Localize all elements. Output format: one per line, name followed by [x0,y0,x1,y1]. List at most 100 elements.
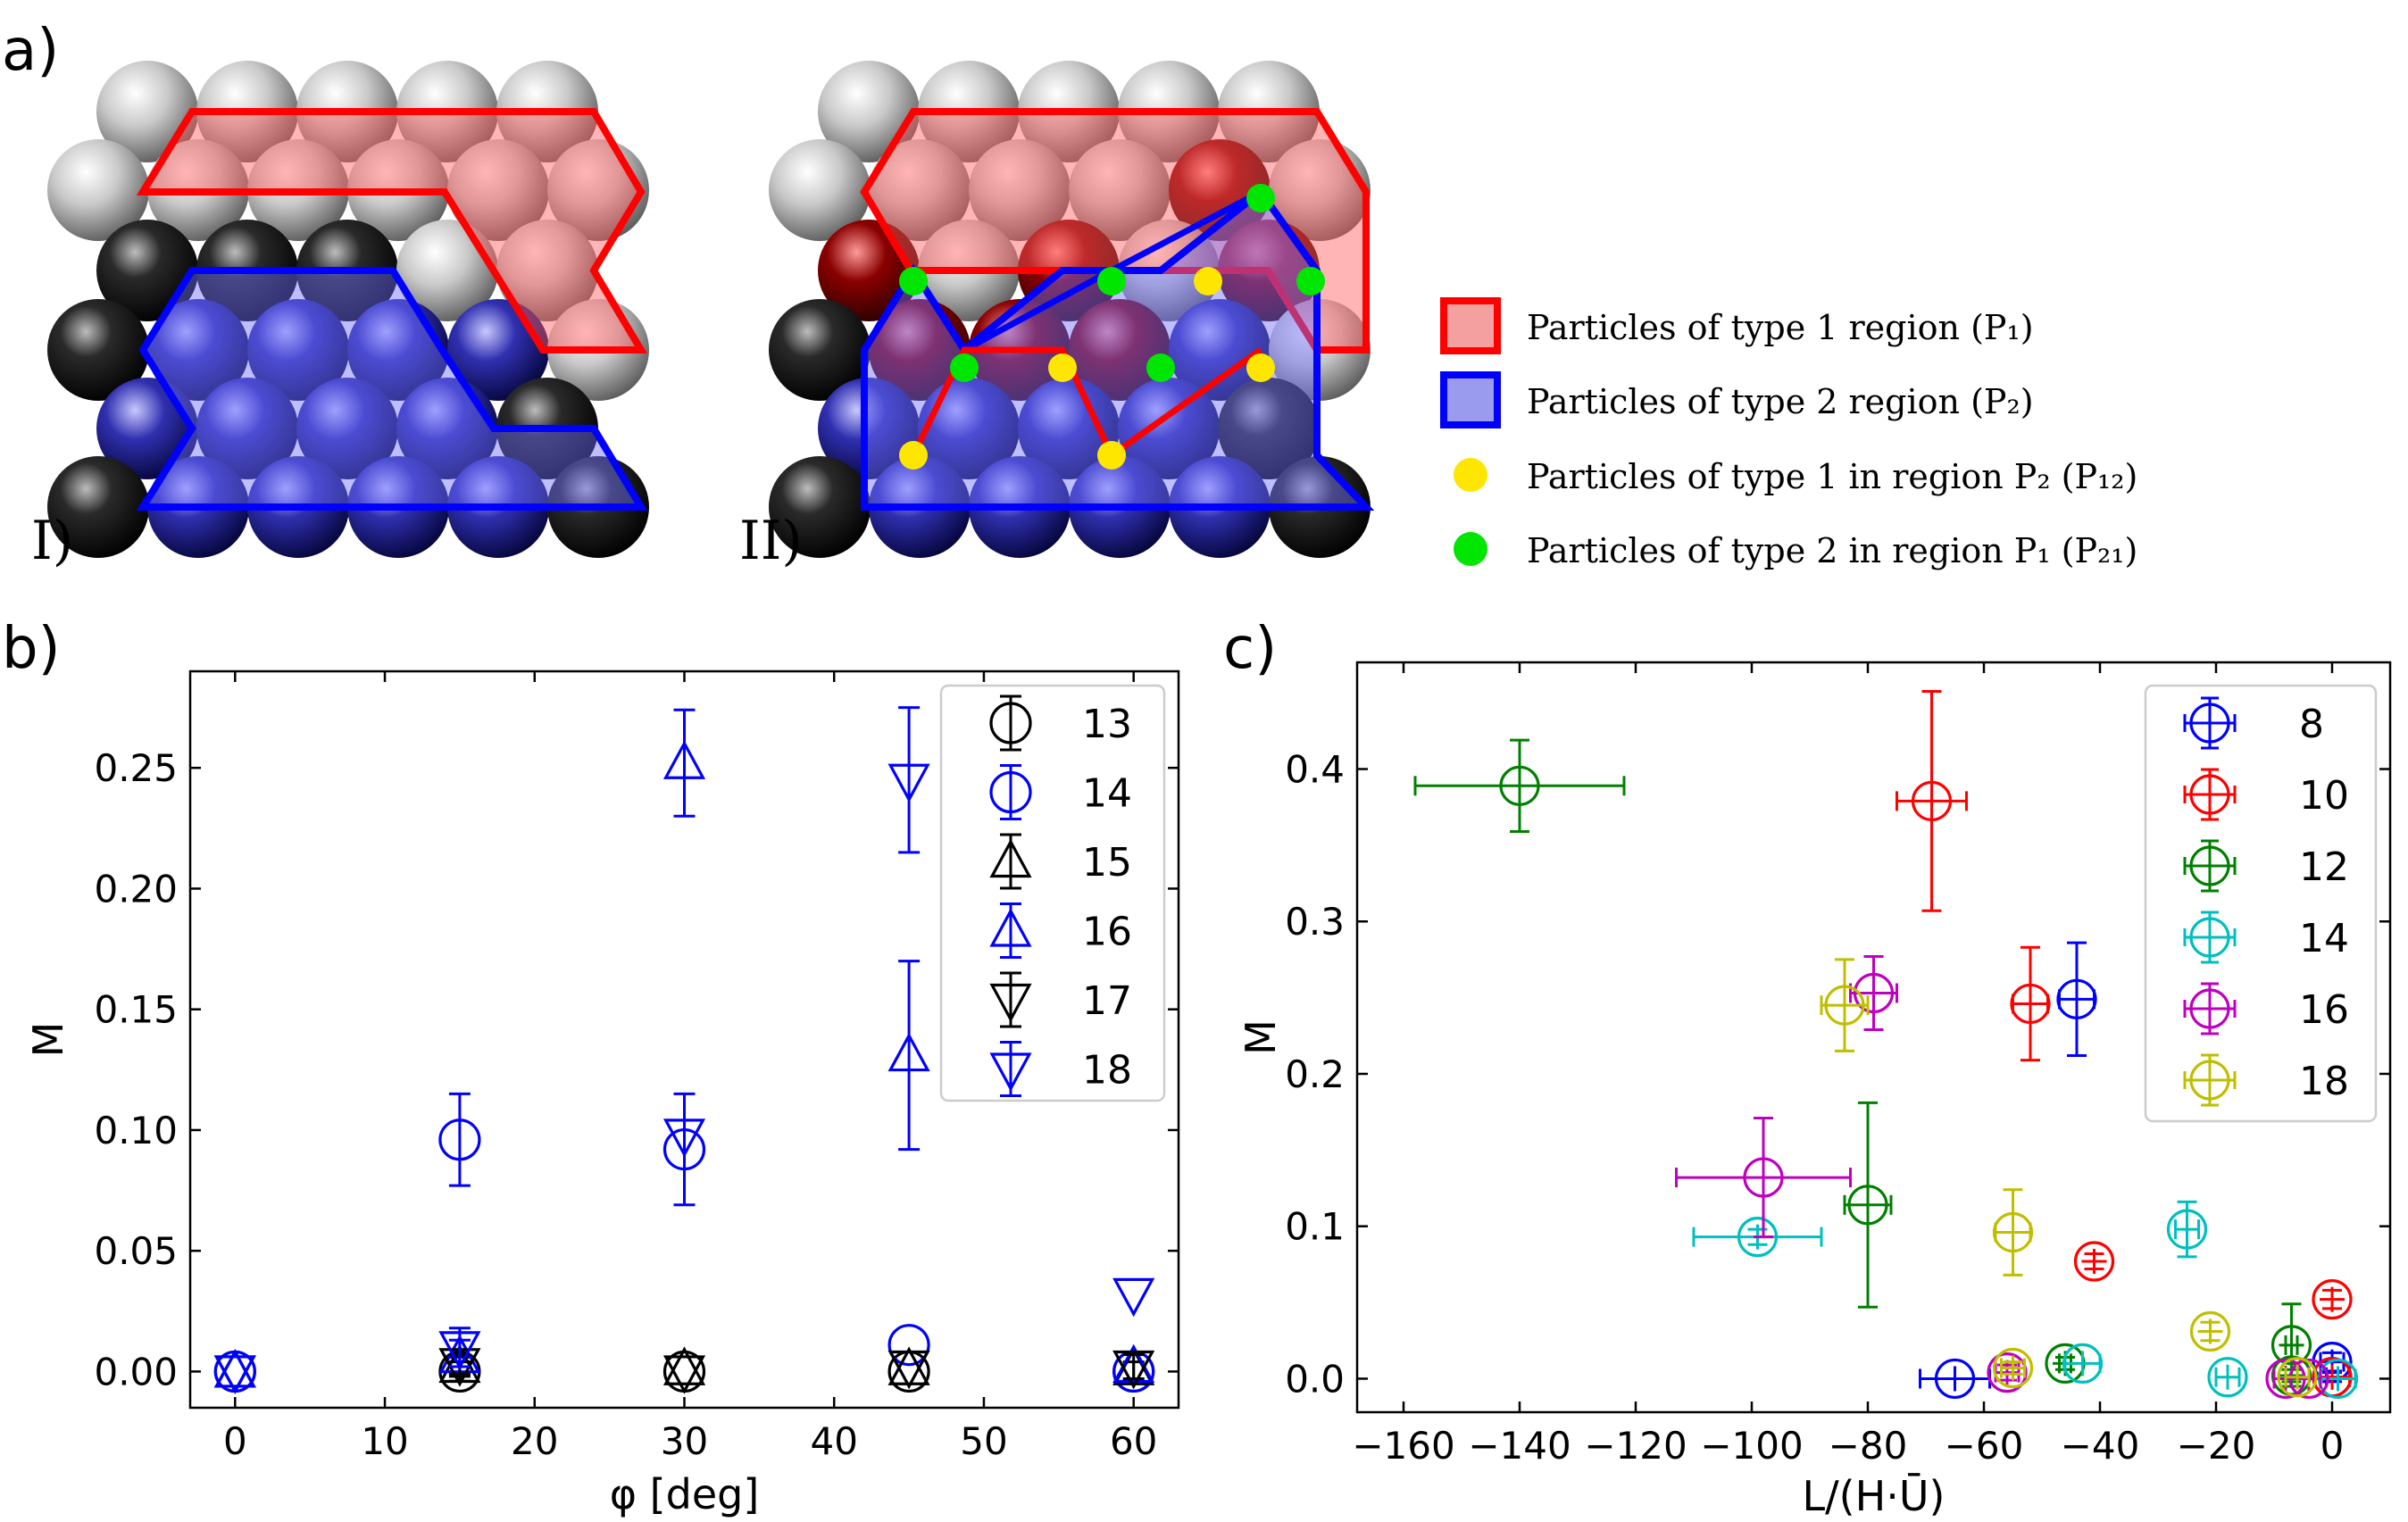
data-point-18 [662,1119,706,1158]
x-tick-label: −20 [2177,1424,2256,1468]
x-axis-label: φ [deg] [610,1470,760,1518]
y-tick-label: 0.20 [94,867,178,911]
y-tick-label: 0.05 [94,1229,178,1273]
y-tick-label: 0.25 [94,746,178,790]
x-tick-label: 20 [511,1419,558,1463]
particle-blue [147,299,249,401]
P21-dot [899,267,928,295]
particle-blue [818,378,920,479]
P21-dot [950,353,979,382]
region-P1-outline [136,108,648,353]
data-point-18 [2189,1310,2231,1352]
legend-b-marker [989,770,1032,814]
legend-b-label: 18 [1082,1048,1132,1094]
data-point-14 [2207,1357,2248,1398]
x-tick-label: 40 [811,1419,858,1463]
region-P2-outline [136,267,648,511]
data-point-14 [1737,1217,1779,1258]
P21-dot [1296,267,1325,295]
x-tick-label: −40 [2061,1424,2140,1468]
legend-b-marker [989,1052,1032,1092]
particle-silver [769,139,871,241]
region-P2-outline [861,187,1375,511]
particle-silver [969,139,1071,241]
data-point-14 [438,1119,481,1161]
y-tick-label: 0.0 [1285,1357,1345,1401]
data-point-12 [1499,765,1540,806]
particle-black [47,456,149,558]
particle-silver [1269,139,1371,241]
y-tick-label: 0.10 [94,1109,178,1152]
data-point-18 [887,763,930,803]
y-tick-label: 0.1 [1285,1205,1345,1249]
legend-c-frame [2144,684,2378,1123]
particle-black [1218,378,1320,479]
legend-c-marker [2189,845,2230,886]
legend-c-label: 18 [2299,1059,2349,1104]
data-point-16 [887,1032,930,1072]
legend-c-marker [2189,917,2230,958]
data-point-14 [887,1324,930,1367]
particle-blue [296,378,398,479]
y-tick-label: 0.00 [94,1350,178,1393]
x-axis-label: L/(H·Ū) [1803,1472,1946,1518]
data-point-16 [1112,1343,1155,1384]
y-tick-label: 0.4 [1285,748,1345,792]
y-tick-label: 0.3 [1285,900,1345,944]
data-point-8 [1934,1358,1976,1400]
particle-red [1069,299,1171,401]
data-point-10 [2312,1279,2353,1320]
data-point-18 [213,1355,256,1394]
data-point-14 [662,1127,706,1171]
x-tick-label: −160 [1352,1424,1454,1468]
data-point-18 [1992,1347,2034,1389]
x-tick-label: −140 [1468,1424,1571,1468]
legend-a-label: Particles of type 2 region (P₂) [1527,382,2034,421]
legend-c-label: 14 [2299,916,2349,961]
panel-c-letter: c) [1223,616,1277,682]
legend-c-marker [2189,774,2230,815]
legend-a-swatch [1440,297,1501,354]
data-point-16 [213,1349,256,1388]
illustration-II-label: II) [739,510,803,572]
legend-b-label: 15 [1082,840,1132,886]
data-point-16 [1853,972,1895,1014]
legend-b-label: 14 [1082,771,1132,817]
P12-dot [899,441,928,470]
legend-c-label: 12 [2299,844,2349,890]
legend-a-label: Particles of type 2 in region P₁ (P₂₁) [1527,531,2137,570]
data-point-10 [2073,1241,2115,1282]
data-point-17 [1112,1350,1155,1390]
legend-b-marker [989,838,1032,878]
chart-c: −160 −140 −120 −100 −80 −60 −40 −20 0 0.0 0.1 0.2 0.… [1237,661,2392,1520]
x-tick-label: 60 [1110,1419,1157,1463]
data-point-18 [2277,1357,2318,1398]
legend-c-label: 16 [2299,987,2349,1033]
particle-silver [496,220,598,321]
legend-b-label: 13 [1082,702,1132,747]
particle-red [1169,139,1271,241]
P12-dot [1194,267,1222,295]
y-tick-label: 0.15 [94,988,178,1032]
illustration-I-label: I) [31,510,73,572]
P12-dot [1048,353,1077,382]
legend-b-marker [989,702,1032,744]
x-tick-label: −80 [1829,1424,1908,1468]
data-point-14 [2166,1209,2208,1250]
plot-frame [1355,661,2392,1414]
y-axis-label: M [1237,1019,1285,1055]
legend-a-label: Particles of type 1 in region P₂ (P₁₂) [1527,457,2137,496]
data-point-15 [662,1346,706,1385]
P21-dot [1246,184,1275,212]
x-tick-label: 50 [960,1419,1007,1463]
x-tick-label: 0 [2321,1424,2345,1468]
chart-b: 0 10 20 30 40 50 60 0.00 0.05 0.10 0.15 0.20 0.25 φ [… [24,670,1180,1518]
panel-a-letter: a) [2,18,59,84]
P12-dot [1246,353,1275,382]
x-tick-label: 30 [661,1419,708,1463]
x-tick-label: −100 [1700,1424,1803,1468]
particle-blue [1018,378,1120,479]
P12-dot [1097,441,1126,470]
data-point-18 [1992,1211,2034,1253]
